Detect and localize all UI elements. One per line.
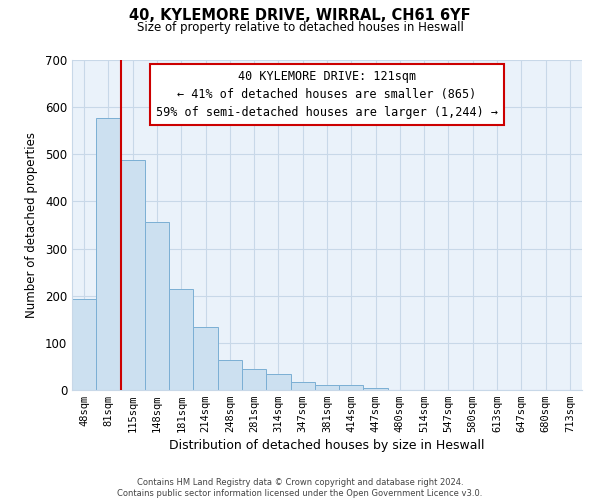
Y-axis label: Number of detached properties: Number of detached properties — [25, 132, 38, 318]
Bar — [169, 288, 193, 390]
Bar — [193, 328, 218, 390]
Text: 40, KYLEMORE DRIVE, WIRRAL, CH61 6YF: 40, KYLEMORE DRIVE, WIRRAL, CH61 6YF — [129, 8, 471, 22]
Text: Size of property relative to detached houses in Heswall: Size of property relative to detached ho… — [137, 21, 463, 34]
Bar — [266, 374, 290, 390]
Bar — [145, 222, 169, 390]
Bar — [96, 118, 121, 390]
Bar — [339, 386, 364, 390]
Bar — [218, 360, 242, 390]
Bar — [121, 160, 145, 390]
Bar — [72, 299, 96, 390]
Bar — [315, 386, 339, 390]
X-axis label: Distribution of detached houses by size in Heswall: Distribution of detached houses by size … — [169, 440, 485, 452]
Text: 40 KYLEMORE DRIVE: 121sqm
← 41% of detached houses are smaller (865)
59% of semi: 40 KYLEMORE DRIVE: 121sqm ← 41% of detac… — [156, 70, 498, 119]
Text: Contains HM Land Registry data © Crown copyright and database right 2024.
Contai: Contains HM Land Registry data © Crown c… — [118, 478, 482, 498]
Bar — [364, 388, 388, 390]
Bar — [290, 382, 315, 390]
Bar — [242, 369, 266, 390]
